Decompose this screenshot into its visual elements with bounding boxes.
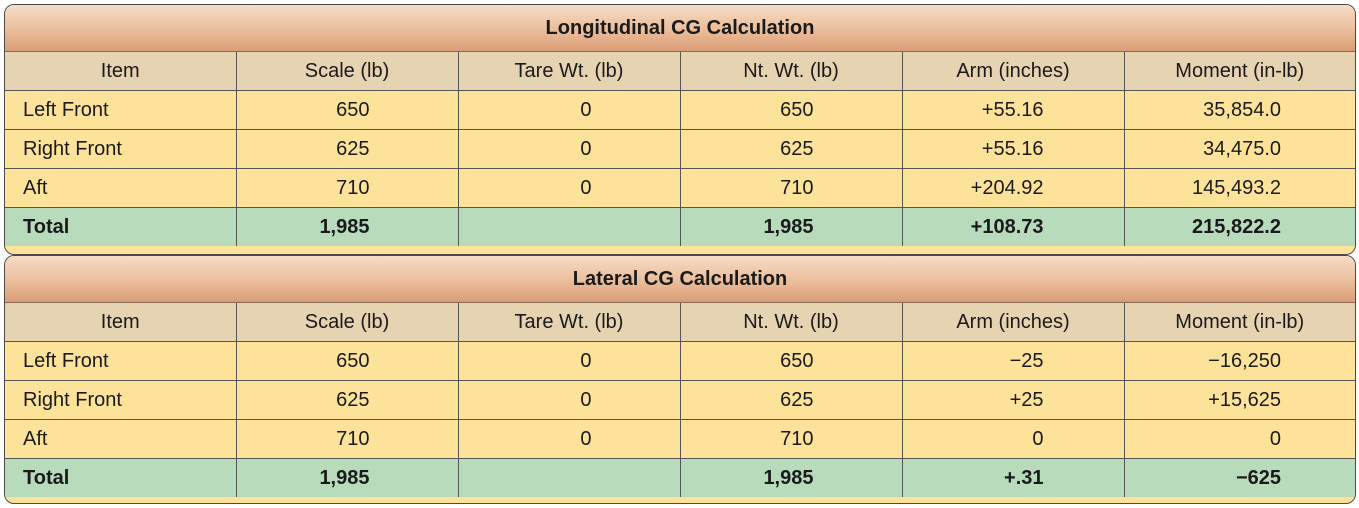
total-tare-cell [458, 458, 681, 497]
column-header-net-weight: Nt. Wt. (lb) [680, 52, 903, 91]
tare-cell: 0 [458, 168, 681, 208]
column-header-item: Item [5, 52, 237, 91]
item-cell: Left Front [5, 341, 237, 381]
tare-cell: 0 [458, 380, 681, 420]
total-tare-cell [458, 207, 681, 246]
column-header-scale: Scale (lb) [236, 52, 459, 91]
longitudinal-title: Longitudinal CG Calculation [5, 5, 1355, 52]
net-weight-cell: 650 [680, 90, 903, 130]
scale-cell: 650 [236, 90, 459, 130]
table-row: Aft 710 0 710 0 0 [5, 419, 1355, 459]
moment-cell: −16,250 [1124, 341, 1355, 381]
scale-cell: 710 [236, 168, 459, 208]
item-cell: Aft [5, 168, 237, 208]
column-header-net-weight: Nt. Wt. (lb) [680, 303, 903, 342]
scale-cell: 625 [236, 129, 459, 169]
total-net-weight-cell: 1,985 [680, 207, 903, 246]
tare-cell: 0 [458, 129, 681, 169]
table-row: Left Front 650 0 650 −25 −16,250 [5, 341, 1355, 381]
column-header-tare-weight: Tare Wt. (lb) [458, 303, 681, 342]
item-cell: Aft [5, 419, 237, 459]
column-header-arm: Arm (inches) [902, 303, 1125, 342]
header-row: Item Scale (lb) Tare Wt. (lb) Nt. Wt. (l… [5, 52, 1355, 91]
column-header-moment: Moment (in-lb) [1124, 303, 1355, 342]
header-row: Item Scale (lb) Tare Wt. (lb) Nt. Wt. (l… [5, 303, 1355, 342]
table-row: Right Front 625 0 625 +55.16 34,475.0 [5, 129, 1355, 169]
moment-cell: 145,493.2 [1124, 168, 1355, 208]
total-net-weight-cell: 1,985 [680, 458, 903, 497]
arm-cell: 0 [902, 419, 1125, 459]
net-weight-cell: 625 [680, 380, 903, 420]
scale-cell: 625 [236, 380, 459, 420]
net-weight-cell: 625 [680, 129, 903, 169]
arm-cell: +55.16 [902, 90, 1125, 130]
tare-cell: 0 [458, 419, 681, 459]
total-arm-cell: +.31 [902, 458, 1125, 497]
moment-cell: +15,625 [1124, 380, 1355, 420]
total-scale-cell: 1,985 [236, 458, 459, 497]
longitudinal-table: Item Scale (lb) Tare Wt. (lb) Nt. Wt. (l… [5, 52, 1355, 246]
lateral-cg-panel: Lateral CG Calculation Item Scale (lb) T… [4, 255, 1356, 504]
total-moment-cell: −625 [1124, 458, 1355, 497]
table-row: Left Front 650 0 650 +55.16 35,854.0 [5, 90, 1355, 130]
item-cell: Right Front [5, 129, 237, 169]
net-weight-cell: 710 [680, 419, 903, 459]
total-arm-cell: +108.73 [902, 207, 1125, 246]
lateral-title: Lateral CG Calculation [5, 256, 1355, 303]
lateral-table: Item Scale (lb) Tare Wt. (lb) Nt. Wt. (l… [5, 303, 1355, 497]
column-header-arm: Arm (inches) [902, 52, 1125, 91]
moment-cell: 35,854.0 [1124, 90, 1355, 130]
moment-cell: 0 [1124, 419, 1355, 459]
column-header-moment: Moment (in-lb) [1124, 52, 1355, 91]
net-weight-cell: 710 [680, 168, 903, 208]
scale-cell: 710 [236, 419, 459, 459]
column-header-item: Item [5, 303, 237, 342]
table-row: Right Front 625 0 625 +25 +15,625 [5, 380, 1355, 420]
tare-cell: 0 [458, 90, 681, 130]
total-scale-cell: 1,985 [236, 207, 459, 246]
total-moment-cell: 215,822.2 [1124, 207, 1355, 246]
item-cell: Right Front [5, 380, 237, 420]
arm-cell: +55.16 [902, 129, 1125, 169]
net-weight-cell: 650 [680, 341, 903, 381]
arm-cell: +25 [902, 380, 1125, 420]
longitudinal-cg-panel: Longitudinal CG Calculation Item Scale (… [4, 4, 1356, 255]
moment-cell: 34,475.0 [1124, 129, 1355, 169]
total-label: Total [5, 207, 237, 246]
arm-cell: −25 [902, 341, 1125, 381]
total-row: Total 1,985 1,985 +.31 −625 [5, 458, 1355, 497]
total-label: Total [5, 458, 237, 497]
total-row: Total 1,985 1,985 +108.73 215,822.2 [5, 207, 1355, 246]
tare-cell: 0 [458, 341, 681, 381]
table-row: Aft 710 0 710 +204.92 145,493.2 [5, 168, 1355, 208]
item-cell: Left Front [5, 90, 237, 130]
scale-cell: 650 [236, 341, 459, 381]
column-header-tare-weight: Tare Wt. (lb) [458, 52, 681, 91]
arm-cell: +204.92 [902, 168, 1125, 208]
column-header-scale: Scale (lb) [236, 303, 459, 342]
